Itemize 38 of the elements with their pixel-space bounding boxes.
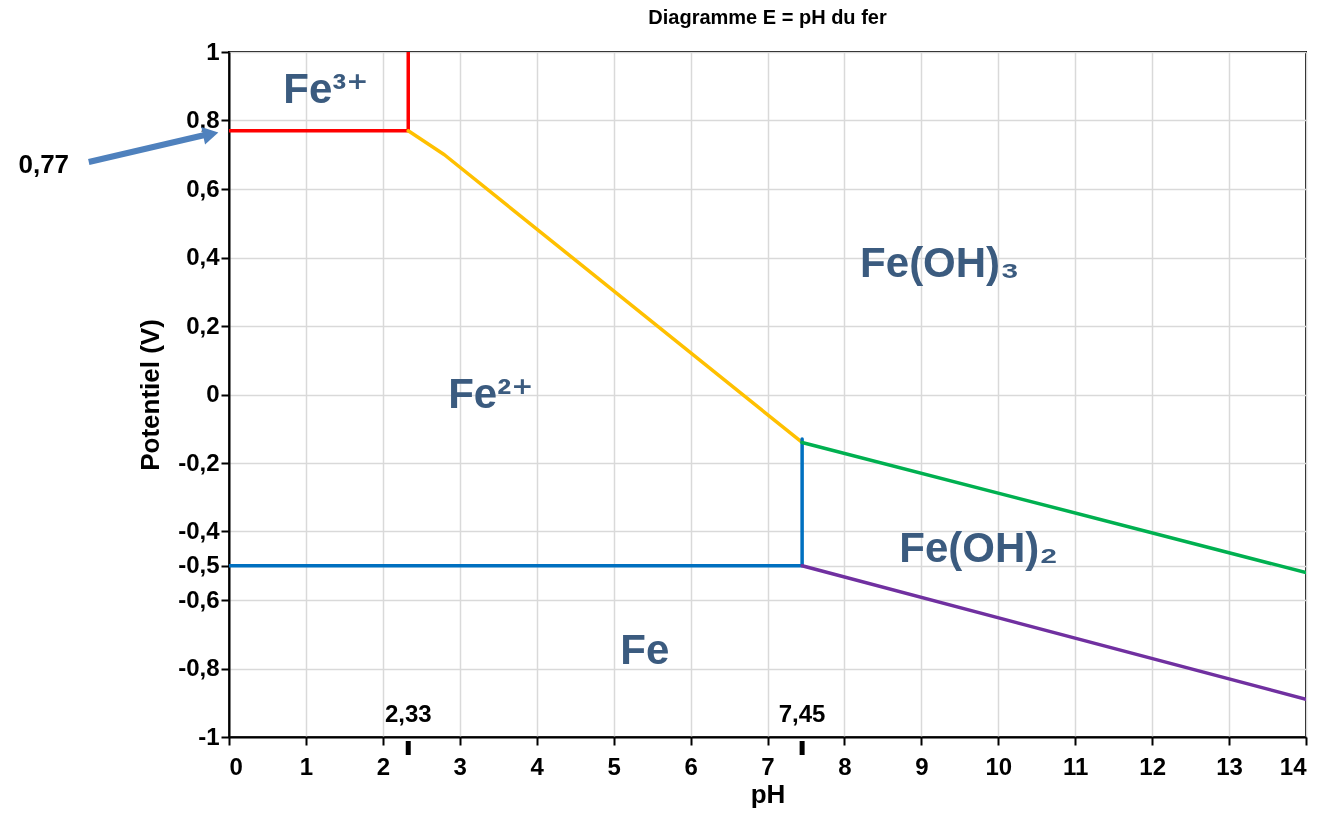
y-tick-label: -0,8 — [178, 654, 220, 681]
y-tick-label: -1 — [198, 722, 220, 750]
x-tick-label: 9 — [915, 752, 929, 780]
y-tick-label: 0,4 — [186, 243, 221, 270]
chart-title: Diagramme E = pH du fer — [648, 6, 887, 28]
y-tick-label: 0,6 — [186, 174, 220, 202]
annotation: Fe³⁺ — [283, 64, 369, 112]
y-tick-label: -0,2 — [178, 448, 220, 476]
x-tick-label: 3 — [453, 752, 467, 780]
annotation: Fe — [620, 626, 670, 674]
y-tick-label: -0,6 — [178, 585, 220, 613]
x-tick-label: 5 — [607, 752, 621, 780]
x-tick-label: 13 — [1216, 752, 1243, 780]
text: 0,77 — [18, 149, 70, 180]
y-axis-title: Potentiel (V) — [135, 319, 166, 471]
annotation: 2,33 — [384, 700, 432, 727]
x-tick-label: 7 — [761, 752, 775, 780]
annotation: Fe(OH)₂ — [899, 523, 1058, 571]
x-tick-label: 4 — [530, 752, 545, 780]
x-axis-title: pH — [750, 778, 786, 809]
y-tick-label: 0,2 — [186, 311, 220, 339]
x-tick-label: 8 — [838, 752, 852, 780]
x-tick-label: 2 — [376, 752, 391, 780]
y-tick-label: 1 — [206, 37, 220, 65]
x-tick-label: 12 — [1139, 752, 1166, 780]
y-tick-label: 0,8 — [186, 106, 220, 133]
annotation: Fe²⁺ — [448, 369, 534, 417]
x-tick-label: 14 — [1279, 752, 1308, 780]
y-tick-label: -0,5 — [178, 551, 220, 579]
x-tick-label: 11 — [1063, 752, 1089, 780]
x-tick-label: 6 — [684, 752, 698, 780]
annotation: 7,45 — [778, 700, 826, 727]
x-tick-label: 1 — [299, 752, 314, 780]
y-tick-label: 0 — [206, 380, 220, 407]
x-tick-label: 10 — [985, 752, 1013, 780]
annotation: Fe(OH)₃ — [860, 239, 1020, 287]
y-tick-label: -0,4 — [178, 517, 221, 544]
x-tick-label: 0 — [229, 752, 243, 780]
